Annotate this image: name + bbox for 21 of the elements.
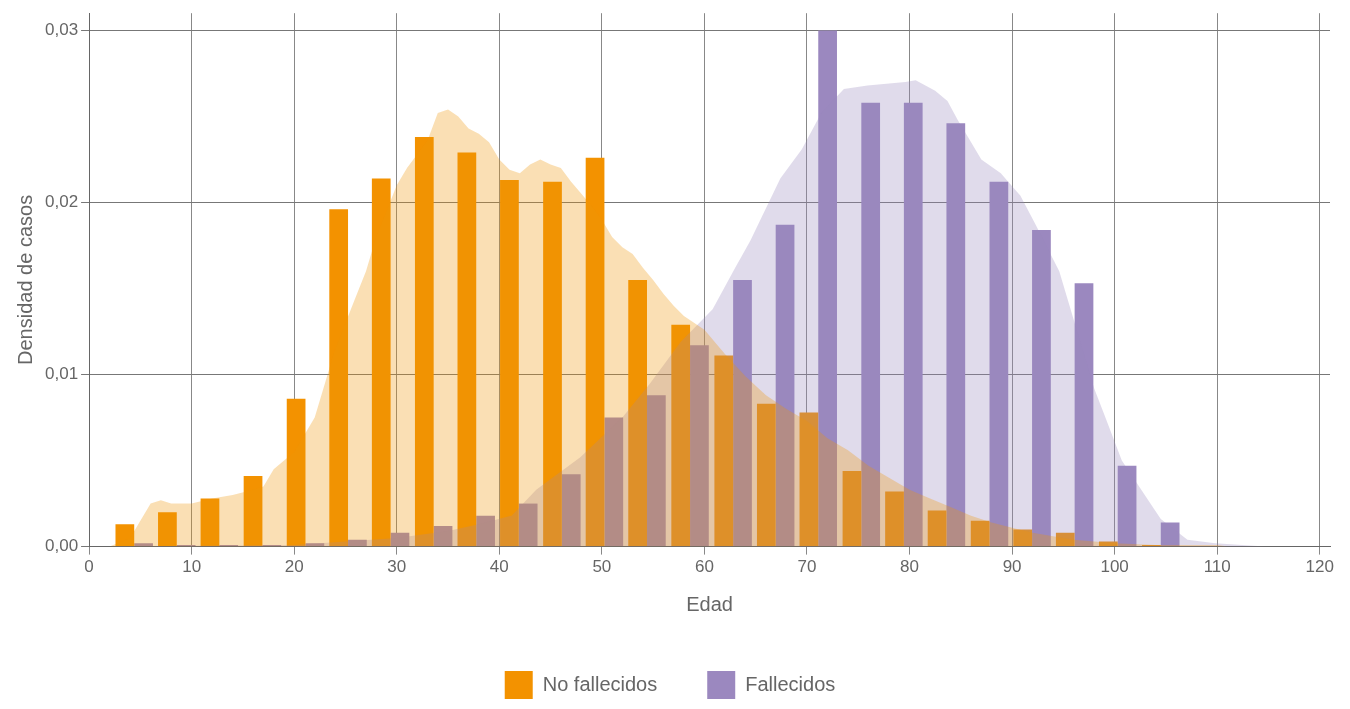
y-tick-label: 0,01 bbox=[44, 364, 79, 384]
x-tick-label: 80 bbox=[900, 557, 919, 577]
y-tick-label: 0,02 bbox=[44, 192, 79, 212]
legend-label: No fallecidos bbox=[542, 672, 658, 695]
x-tick-label: 20 bbox=[284, 557, 304, 577]
y-axis-title: Densidad de casos bbox=[13, 194, 36, 365]
x-tick-label: 30 bbox=[387, 557, 407, 577]
x-tick-label: 50 bbox=[592, 557, 612, 577]
x-tick-label: 120 bbox=[1305, 557, 1334, 577]
y-tick-label: 0,03 bbox=[44, 20, 79, 40]
x-tick-label: 0 bbox=[84, 557, 94, 577]
x-tick-label: 40 bbox=[489, 557, 509, 577]
x-tick-label: 90 bbox=[1002, 557, 1022, 577]
y-tick-label: 0,00 bbox=[44, 536, 79, 556]
x-tick-label: 110 bbox=[1203, 557, 1231, 577]
x-tick-label: 100 bbox=[1100, 557, 1129, 577]
x-axis-title: Edad bbox=[686, 592, 733, 615]
legend-label: Fallecidos bbox=[745, 672, 836, 695]
x-tick-label: 10 bbox=[182, 557, 202, 577]
x-tick-label: 60 bbox=[694, 557, 714, 577]
x-tick-label: 70 bbox=[797, 557, 817, 577]
